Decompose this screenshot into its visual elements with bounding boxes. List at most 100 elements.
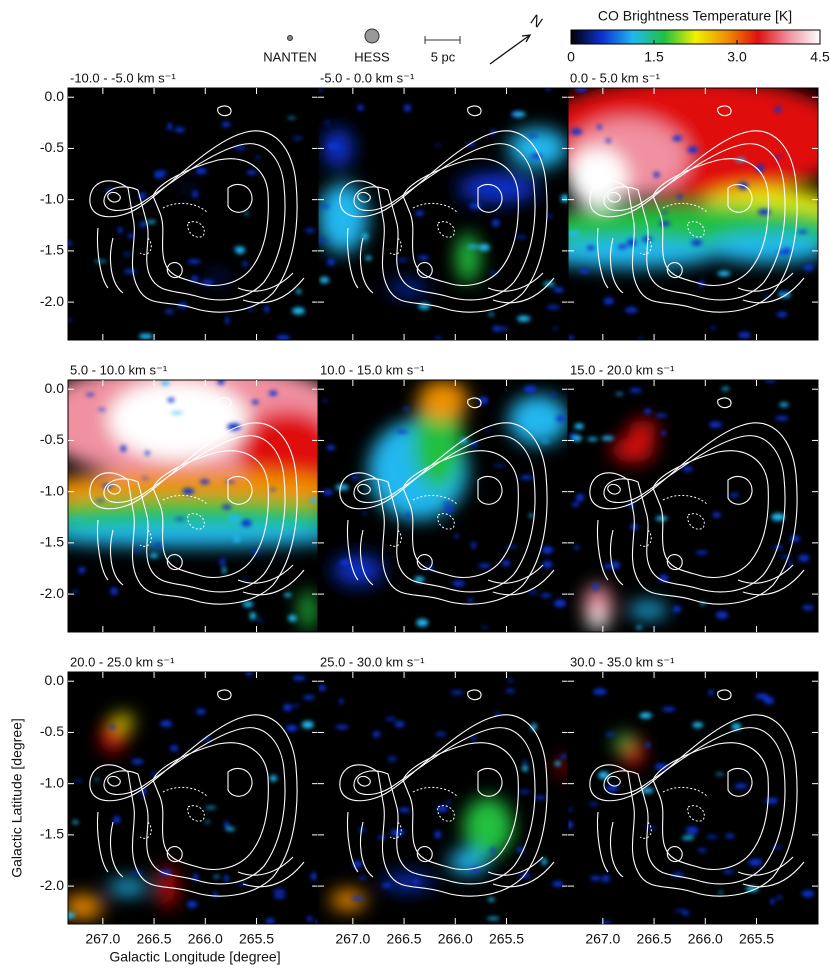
noise-speck	[164, 309, 175, 314]
noise-speck	[600, 921, 612, 924]
noise-speck	[512, 111, 526, 117]
y-axis-label: Galactic Latitude [degree]	[9, 718, 25, 878]
noise-speck	[773, 545, 784, 550]
noise-speck	[268, 390, 278, 396]
emission-blob	[508, 128, 568, 168]
noise-speck	[677, 194, 682, 200]
noise-speck	[200, 279, 215, 285]
noise-speck	[709, 421, 722, 428]
noise-speck	[233, 146, 247, 150]
panel-title: -5.0 - 0.0 km s⁻¹	[320, 70, 415, 85]
noise-speck	[490, 847, 496, 855]
noise-speck	[357, 104, 364, 111]
noise-speck	[320, 204, 331, 208]
emission-blur	[613, 734, 643, 766]
noise-speck	[292, 136, 303, 140]
noise-speck	[351, 896, 364, 901]
y-tick-label: -2.0	[40, 585, 64, 601]
noise-speck	[170, 745, 179, 752]
noise-speck	[695, 550, 708, 555]
noise-speck	[94, 260, 108, 263]
emission	[568, 380, 814, 630]
y-tick-label: -1.5	[40, 826, 64, 842]
noise-speck	[413, 879, 420, 884]
noise-speck	[521, 765, 528, 772]
panel: 15.0 - 20.0 km s⁻¹	[567, 362, 819, 633]
noise-speck	[646, 741, 651, 749]
emission	[68, 116, 316, 340]
noise-speck	[213, 875, 220, 879]
noise-speck	[361, 512, 367, 515]
x-tick-label: 265.5	[739, 931, 774, 947]
noise-speck	[491, 219, 501, 227]
noise-speck	[406, 512, 411, 518]
noise-speck	[186, 900, 198, 908]
noise-speck	[802, 605, 814, 611]
y-tick-label: -0.5	[40, 723, 64, 739]
noise	[69, 380, 318, 622]
noise-speck	[681, 466, 693, 472]
panel-title: 0.0 - 5.0 km s⁻¹	[570, 70, 661, 85]
emission-blob	[628, 420, 658, 440]
noise-speck	[225, 827, 236, 831]
noise-speck	[227, 423, 241, 431]
noise-speck	[396, 258, 409, 262]
noise-speck	[592, 688, 607, 695]
noise-speck	[789, 535, 801, 542]
noise-speck	[626, 238, 637, 247]
noise-speck	[771, 513, 785, 521]
noise-speck	[444, 506, 455, 513]
y-tick-label: -1.0	[40, 774, 64, 790]
noise-speck	[138, 333, 153, 340]
emission-blob	[463, 797, 513, 857]
noise-speck	[69, 517, 84, 521]
noise-speck	[468, 442, 479, 447]
noise-speck	[757, 209, 771, 216]
emission-blob	[568, 238, 718, 268]
noise-speck	[518, 790, 531, 794]
noise-speck	[586, 245, 595, 251]
noise-speck	[167, 122, 173, 131]
noise-speck	[459, 438, 468, 444]
noise-speck	[542, 560, 553, 568]
y-tick-label: 0.0	[45, 380, 65, 396]
noise-speck	[712, 512, 721, 518]
noise-speck	[322, 489, 334, 496]
noise-speck	[68, 318, 72, 322]
noise-speck	[774, 155, 782, 159]
noise-speck	[738, 332, 751, 339]
noise-speck	[641, 787, 654, 794]
noise-speck	[515, 235, 527, 239]
colorbar-title: CO Brightness Temperature [K]	[598, 8, 792, 24]
x-tick-label: 266.5	[137, 931, 172, 947]
noise-speck	[154, 170, 165, 179]
noise-speck	[381, 882, 392, 888]
hess-psf	[364, 28, 380, 44]
legend-label: NANTEN	[263, 49, 316, 64]
emission-blob	[388, 282, 428, 294]
emission-blob	[210, 274, 226, 282]
noise-speck	[245, 672, 253, 676]
noise	[68, 116, 316, 340]
noise-speck	[545, 88, 551, 91]
panel-background	[568, 380, 818, 632]
noise-speck	[416, 618, 429, 627]
noise-speck	[435, 732, 447, 736]
panel-title: -10.0 - -5.0 km s⁻¹	[70, 70, 176, 85]
noise-speck	[592, 583, 599, 591]
emission-blob	[708, 233, 818, 263]
noise-speck	[160, 720, 173, 727]
colorbar-tick-label: 3.0	[727, 49, 747, 65]
y-tick-label: 0.0	[45, 88, 65, 104]
noise-speck	[112, 816, 121, 824]
noise-speck	[520, 475, 534, 480]
noise-speck	[507, 678, 513, 682]
noise-speck	[307, 915, 313, 922]
noise-speck	[403, 407, 410, 411]
noise-speck	[283, 592, 292, 597]
noise-speck	[283, 703, 293, 712]
noise-speck	[697, 848, 707, 853]
noise-speck	[568, 821, 574, 829]
noise-speck	[264, 305, 270, 313]
